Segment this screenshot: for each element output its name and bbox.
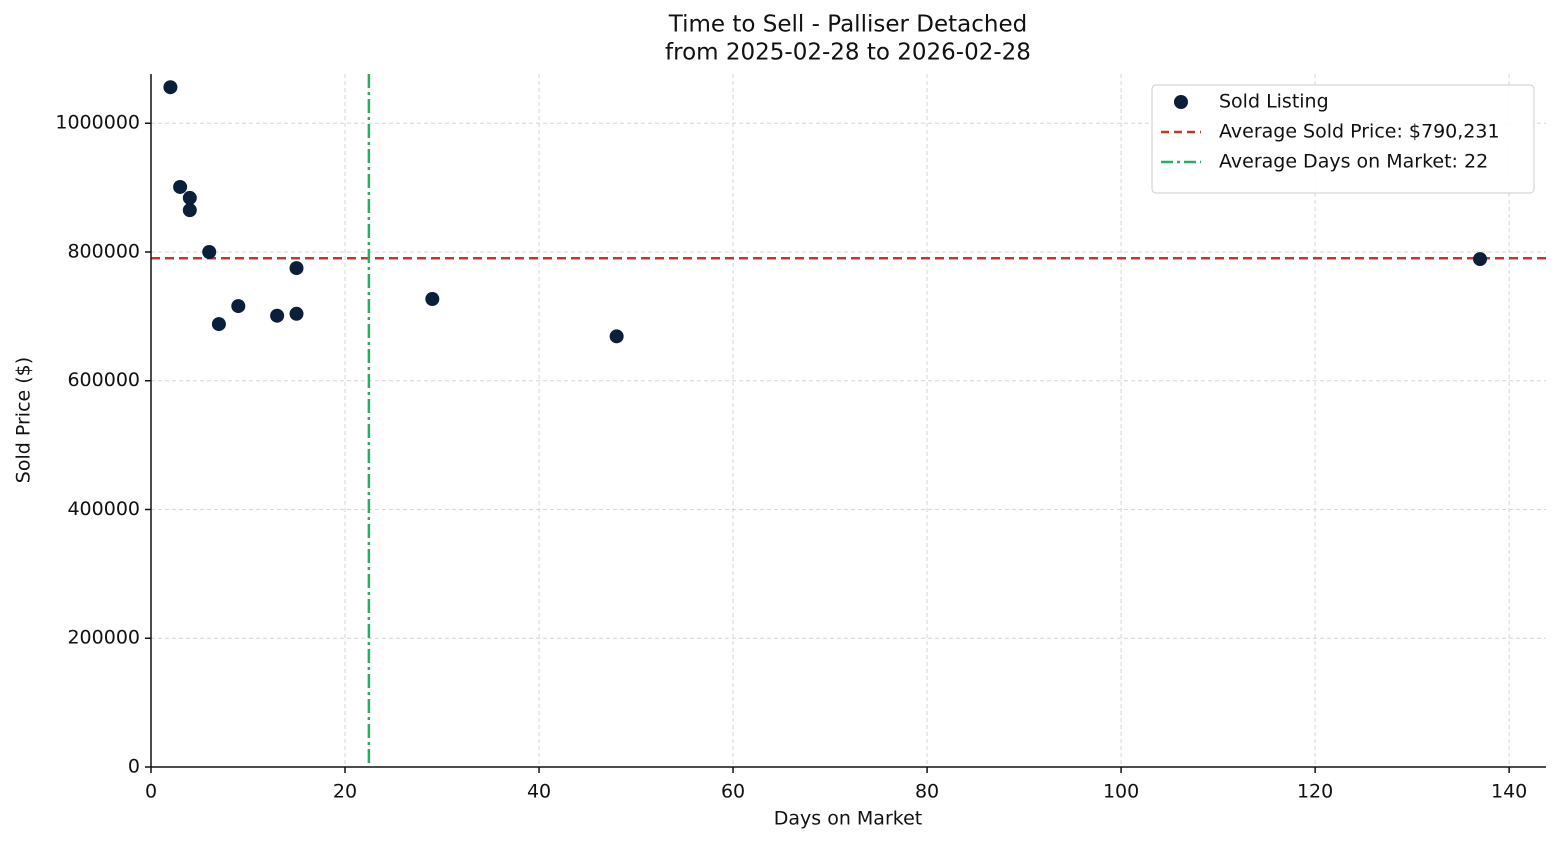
point [163, 80, 178, 95]
point [182, 190, 197, 205]
legend-label: Sold Listing [1219, 91, 1329, 113]
x-tick-label: 120 [1297, 781, 1333, 803]
legend-box [1151, 84, 1535, 194]
point [270, 308, 285, 323]
x-tick-label: 20 [333, 781, 357, 803]
y-tick-label: 0 [128, 756, 140, 778]
chart-title: Time to Sell - Palliser Detached [668, 12, 1027, 38]
point [173, 179, 188, 194]
legend-label: Average Sold Price: $790,231 [1219, 121, 1500, 143]
point [289, 306, 304, 321]
y-axis-label: Sold Price ($) [13, 357, 35, 483]
point [1473, 252, 1488, 267]
point [425, 291, 440, 306]
y-tick-label: 400000 [67, 498, 140, 520]
x-tick-label: 40 [527, 781, 551, 803]
y-tick-label: 800000 [67, 240, 140, 262]
x-tick-label: 0 [145, 781, 157, 803]
point [182, 203, 197, 218]
point [289, 261, 304, 276]
x-axis-label: Days on Market [774, 808, 922, 830]
legend-label: Average Days on Market: 22 [1219, 151, 1488, 173]
point [231, 299, 246, 314]
y-tick-label: 200000 [67, 627, 140, 649]
y-tick-label: 600000 [67, 369, 140, 391]
chart-subtitle: from 2025-02-28 to 2026-02-28 [665, 40, 1031, 66]
x-tick-label: 100 [1103, 781, 1139, 803]
point [609, 329, 624, 344]
point [202, 244, 217, 259]
x-tick-label: 80 [915, 781, 939, 803]
legend-marker [1174, 95, 1188, 109]
point [211, 317, 226, 332]
x-tick-label: 140 [1491, 781, 1527, 803]
x-tick-label: 60 [721, 781, 745, 803]
y-tick-label: 1000000 [55, 112, 140, 134]
